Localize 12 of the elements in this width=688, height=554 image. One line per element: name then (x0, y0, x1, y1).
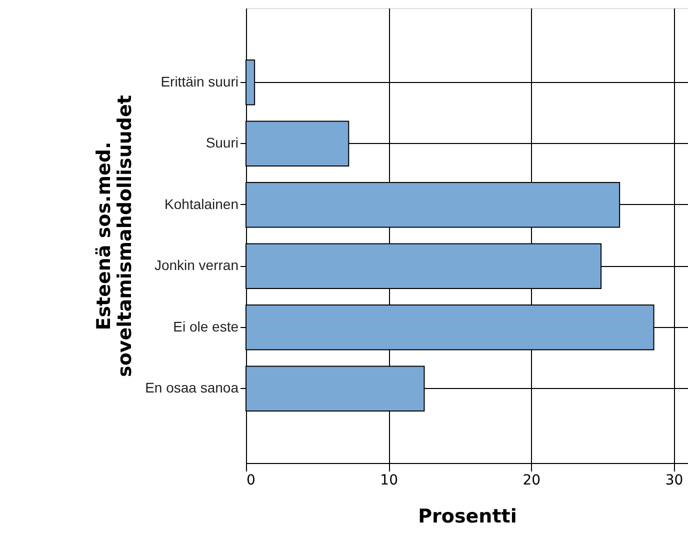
x-axis-title: Prosentti (418, 506, 517, 528)
y-tick-label: Jonkin verran (154, 257, 238, 274)
x-tick-label: 30 (665, 472, 684, 488)
y-tick-label: En osaa sanoa (145, 380, 239, 396)
y-tick-label: Ei ole este (173, 318, 239, 334)
y-tick-label: Kohtalainen (164, 196, 238, 212)
x-tick-label: 10 (380, 472, 398, 488)
y-tick-label: Erittäin suuri (160, 73, 238, 90)
y-axis-title: Esteenä sos.med. soveltamismahdollisuudet (93, 95, 136, 377)
x-tick-label: 20 (522, 472, 541, 488)
x-tick-label: 0 (246, 472, 256, 488)
y-tick-label: Suuri (206, 134, 238, 151)
